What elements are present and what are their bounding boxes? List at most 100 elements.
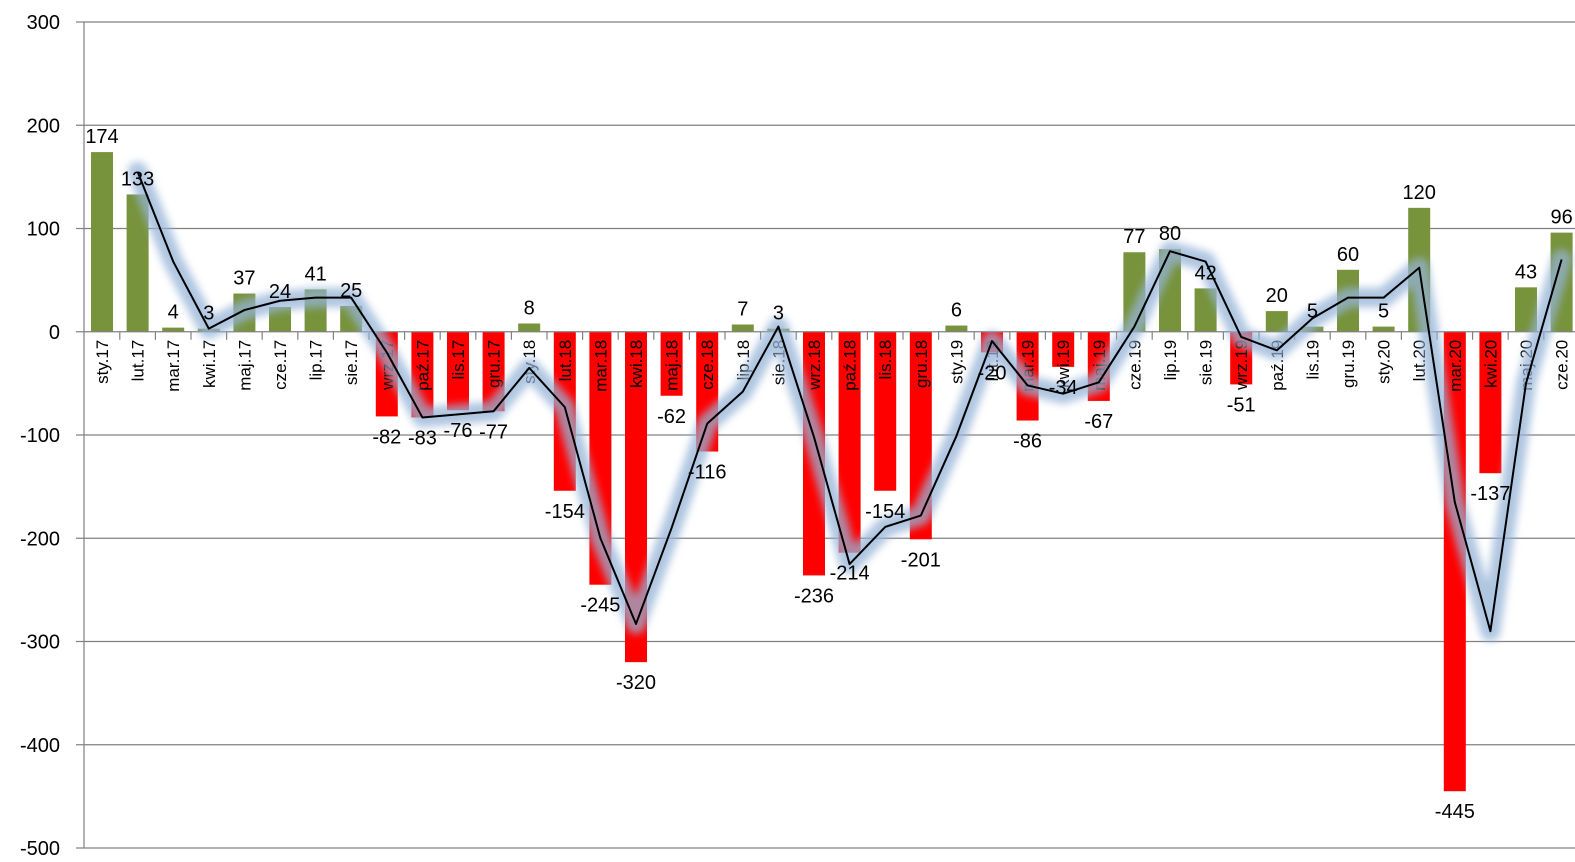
- x-tick-label: kwi.17: [200, 340, 219, 388]
- x-tick-label: kwi.20: [1481, 340, 1500, 388]
- data-label: 77: [1123, 226, 1145, 248]
- data-label: -67: [1084, 411, 1113, 433]
- data-label: -83: [408, 427, 437, 449]
- x-tick-label: sty.20: [1375, 340, 1394, 384]
- bar: [1479, 331, 1502, 474]
- y-tick-label: 100: [27, 219, 60, 241]
- x-tick-label: gru.19: [1339, 340, 1358, 388]
- bar: [518, 323, 541, 332]
- y-tick-label: -100: [20, 425, 60, 447]
- data-label: 43: [1515, 261, 1537, 283]
- x-tick-label: kwi.18: [627, 340, 646, 388]
- bar: [1194, 288, 1217, 332]
- bar: [1265, 311, 1288, 332]
- x-axis: sty.17 lut.17 mar.17 kwi.17 maj.17 cze.17 lip.…: [84, 331, 1575, 392]
- bar: [126, 194, 149, 332]
- bar: [1372, 326, 1395, 332]
- bar: [660, 331, 683, 396]
- data-label: -137: [1470, 483, 1510, 505]
- x-tick-label: lis.17: [449, 340, 468, 380]
- data-label: 174: [85, 126, 118, 148]
- data-label: -245: [580, 595, 620, 617]
- data-label: -116: [688, 462, 727, 484]
- x-tick-label: lut.18: [556, 340, 575, 382]
- y-axis: 300 200 100 0 -100 -200 -300 -400 -500: [20, 12, 1575, 860]
- data-label: -77: [479, 421, 508, 443]
- x-tick-label: wrz.19: [1232, 340, 1251, 391]
- bar: [447, 331, 469, 411]
- data-label: -76: [444, 420, 473, 442]
- y-tick-label: -500: [20, 838, 60, 860]
- data-label: 4: [168, 302, 179, 324]
- y-tick-label: -300: [20, 632, 60, 654]
- data-label: -51: [1227, 394, 1256, 416]
- x-tick-label: lip.17: [307, 340, 326, 381]
- data-label: 5: [1378, 301, 1389, 323]
- bar: [1515, 287, 1537, 332]
- x-tick-label: maj.17: [235, 340, 254, 391]
- trend-line: [136, 171, 1563, 633]
- y-tick-label: -200: [20, 528, 60, 550]
- data-label: 20: [1266, 285, 1288, 307]
- x-tick-label: cze.20: [1553, 340, 1572, 390]
- bar: [874, 331, 897, 491]
- bar: [91, 152, 113, 332]
- data-label: -20: [978, 362, 1007, 384]
- x-tick-label: kwi.19: [1054, 340, 1073, 388]
- data-label: -201: [901, 549, 941, 571]
- y-tick-label: -400: [20, 735, 60, 757]
- x-tick-label: sie.19: [1197, 340, 1216, 385]
- x-tick-label: sie.17: [342, 340, 361, 385]
- data-label: 5: [1307, 301, 1318, 323]
- data-label: -62: [657, 406, 686, 428]
- x-tick-label: mar.20: [1446, 340, 1465, 392]
- x-tick-label: lis.18: [876, 340, 895, 380]
- data-label: 37: [233, 268, 255, 290]
- bar: [625, 331, 647, 663]
- bar: [269, 306, 291, 332]
- x-tick-label: lut.17: [129, 340, 148, 382]
- data-label: 133: [121, 168, 154, 190]
- x-tick-label: sty.19: [947, 340, 966, 384]
- data-label: 96: [1550, 207, 1572, 229]
- bar: [1052, 331, 1075, 367]
- data-label: -236: [794, 585, 834, 607]
- trend-line-group: [127, 161, 1572, 642]
- bar: [838, 331, 861, 553]
- x-tick-label: mar.17: [164, 340, 183, 392]
- x-tick-label: cze.17: [271, 340, 290, 390]
- x-tick-label: sty.17: [93, 340, 112, 384]
- bar: [162, 327, 185, 332]
- data-label: 7: [737, 299, 748, 321]
- data-label: -82: [372, 426, 401, 448]
- y-tick-label: 0: [49, 322, 60, 344]
- data-label: 3: [203, 303, 214, 325]
- x-tick-label: cze.18: [698, 340, 717, 390]
- data-label: 6: [951, 300, 962, 322]
- gridlines: [84, 21, 1575, 746]
- data-label: -86: [1013, 431, 1042, 453]
- bar: [945, 325, 968, 332]
- y-tick-label: 200: [27, 115, 60, 137]
- x-tick-label: lip.19: [1161, 340, 1180, 381]
- data-label: -445: [1435, 801, 1475, 823]
- bar: [731, 324, 754, 332]
- x-tick-label: wrz.18: [805, 340, 824, 391]
- data-label: -320: [616, 672, 656, 694]
- x-tick-label: mar.18: [591, 340, 610, 392]
- data-label: -154: [545, 501, 585, 523]
- data-label: 25: [340, 280, 362, 302]
- data-label: 3: [773, 303, 784, 325]
- y-tick-label: 300: [27, 12, 60, 34]
- x-tick-label: gru.17: [485, 340, 504, 388]
- data-label: 42: [1194, 262, 1216, 284]
- x-tick-label: maj.18: [663, 340, 682, 391]
- data-label: 41: [304, 263, 326, 285]
- x-tick-label: gru.18: [912, 340, 931, 388]
- data-label: 120: [1403, 182, 1436, 204]
- x-tick-label: paź.17: [413, 340, 432, 391]
- data-label: 80: [1159, 223, 1181, 245]
- data-label: -154: [865, 501, 905, 523]
